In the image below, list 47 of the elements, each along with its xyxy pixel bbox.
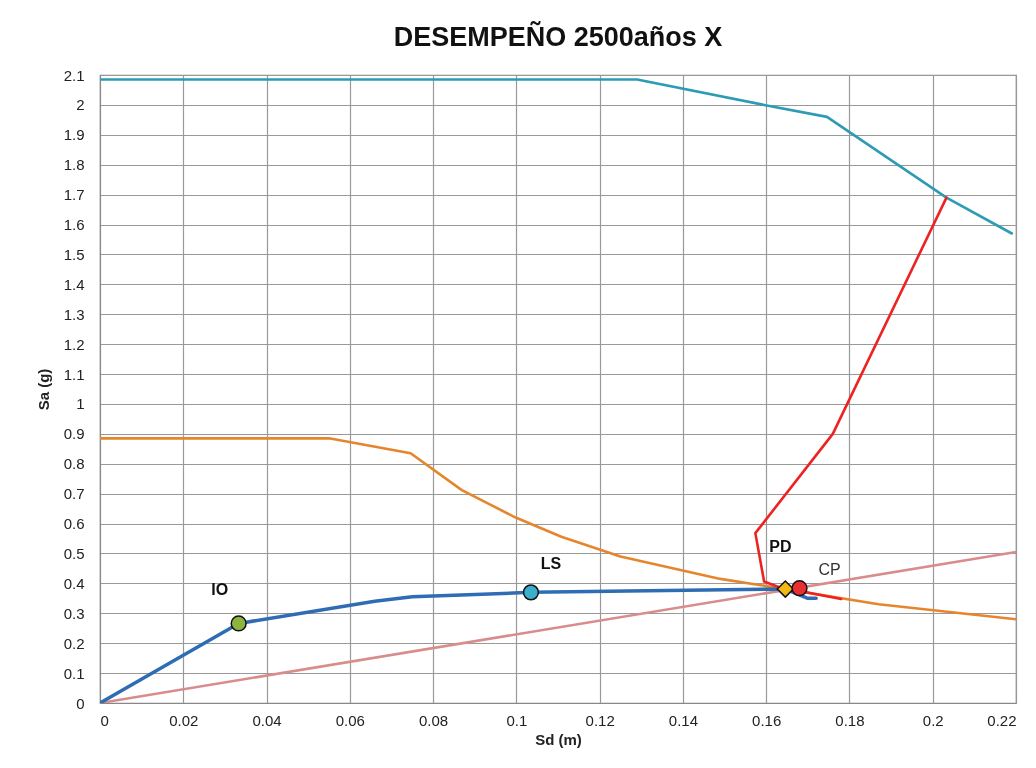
x-tick-label: 0.16 [752, 711, 782, 729]
x-tick-label: 0.18 [835, 711, 865, 729]
annotation: PD [769, 538, 792, 556]
y-tick-label: 0.6 [63, 515, 85, 533]
y-tick-label: 2 [76, 96, 85, 114]
y-tick-label: 1.3 [63, 305, 85, 323]
y-tick-label: 0.1 [63, 664, 85, 682]
point [230, 615, 247, 632]
annotation: IO [211, 581, 229, 599]
y-tick-label: 1.4 [63, 275, 85, 293]
line-series [754, 196, 948, 601]
y-tick-label: 0.9 [63, 425, 85, 443]
x-tick-label: 0.08 [418, 711, 449, 729]
y-tick-label: 1.1 [63, 365, 85, 383]
y-tick-label: 1.5 [63, 245, 85, 263]
x-tick-label: 0.2 [922, 711, 944, 729]
x-tick-label: 0.12 [585, 711, 615, 729]
y-tick-label: 2.1 [63, 66, 85, 84]
line-series [100, 437, 1016, 621]
y-tick-label: 1.6 [63, 216, 85, 234]
y-tick-label: 0.5 [63, 544, 85, 562]
chart-title: DESEMPEÑO 2500años X [393, 21, 723, 52]
y-tick-label: 1.2 [63, 335, 85, 353]
x-tick-label: 0.02 [169, 711, 199, 729]
x-tick-label: 0.04 [252, 711, 282, 729]
x-tick-label: 0.22 [987, 711, 1017, 729]
annotation: CP [818, 561, 841, 579]
y-tick-label: 0.8 [63, 455, 85, 473]
point [522, 584, 540, 601]
line-series [100, 78, 1014, 235]
x-tick-label: 0.1 [506, 711, 528, 729]
y-axis-title: Sa (g) [34, 368, 52, 411]
y-tick-label: 1.9 [63, 126, 85, 144]
y-tick-label: 0.4 [63, 574, 85, 592]
y-tick-label: 0.3 [63, 604, 85, 622]
point [791, 580, 808, 597]
y-tick-label: 0 [76, 694, 85, 712]
x-tick-label: 0.06 [335, 711, 365, 729]
x-tick-label: 0 [100, 711, 109, 729]
y-tick-label: 1 [76, 395, 85, 413]
y-tick-label: 0.7 [63, 485, 85, 503]
y-tick-label: 1.7 [63, 186, 85, 204]
x-axis-title: Sd (m) [535, 730, 582, 748]
x-tick-label: 0.14 [668, 711, 699, 729]
annotation: LS [540, 555, 562, 573]
y-tick-label: 1.8 [63, 156, 85, 174]
y-tick-label: 0.2 [63, 634, 85, 652]
